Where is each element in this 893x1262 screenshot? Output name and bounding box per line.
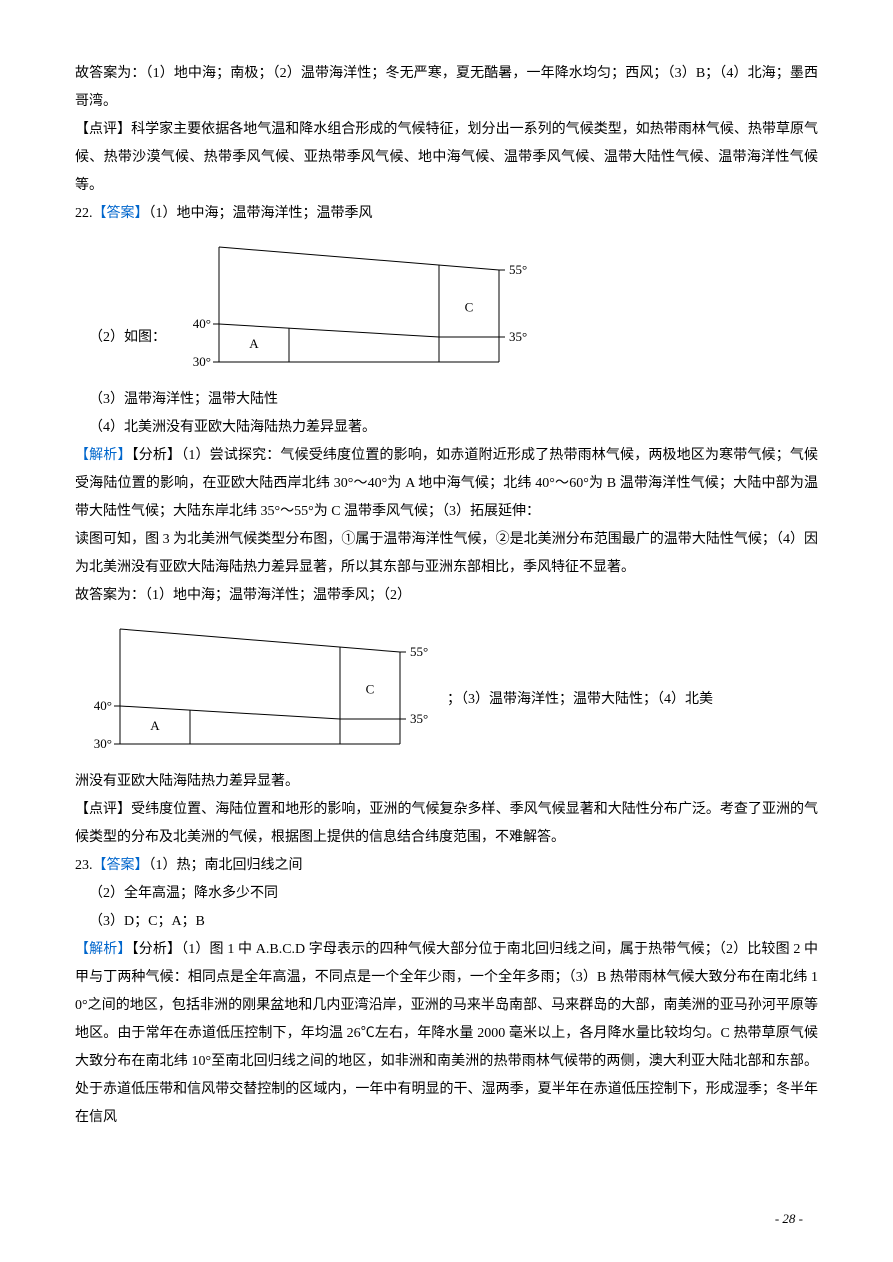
q23-x1: （1）图 1 中 A.B.C.D 字母表示的四种气候大部分位于南北回归线之间，属… — [75, 942, 818, 1125]
svg-text:A: A — [249, 336, 259, 351]
svg-text:A: A — [150, 718, 160, 733]
climate-diagram-1: 40° 30° 55° 35° A C — [174, 232, 534, 382]
q22-x5: 洲没有亚欧大陆海陆热力差异显著。 — [75, 768, 818, 796]
q22-x3: 故答案为：（1）地中海；温带海洋性；温带季风；（2） — [75, 582, 818, 610]
answer-summary-21: 故答案为：（1）地中海；南极；（2）温带海洋性；冬无严寒，夏无酷暑，一年降水均匀… — [75, 60, 818, 116]
review-21: 【点评】科学家主要依据各地气温和降水组合形成的气候特征，划分出一系列的气候类型，… — [75, 116, 818, 200]
answer-label-2: 【答案】 — [93, 858, 149, 873]
q22-number: 22. — [75, 206, 93, 221]
q22-a4: （4）北美洲没有亚欧大陆海陆热力差异显著。 — [75, 414, 818, 442]
q22-answer-line: 22.【答案】（1）地中海；温带海洋性；温带季风 — [75, 200, 818, 228]
q23-a3: （3）D；C；A；B — [75, 908, 818, 936]
q23-a2: （2）全年高温；降水多少不同 — [75, 880, 818, 908]
svg-text:C: C — [366, 682, 375, 697]
q23-a1: （1）热；南北回归线之间 — [149, 858, 303, 873]
svg-text:35°: 35° — [509, 329, 527, 344]
fx-label: 【分析】 — [132, 448, 182, 463]
analysis-label-2: 【解析】 — [75, 942, 132, 957]
svg-text:30°: 30° — [94, 736, 112, 751]
q22-x2: 读图可知，图 3 为北美洲气候类型分布图，①属于温带海洋性气候，②是北美洲分布范… — [75, 526, 818, 582]
svg-text:30°: 30° — [193, 354, 211, 369]
q22-review: 【点评】受纬度位置、海陆位置和地形的影响，亚洲的气候复杂多样、季风气候显著和大陆… — [75, 796, 818, 852]
analysis-label: 【解析】 — [75, 448, 132, 463]
q22-x1: （1）尝试探究：气候受纬度位置的影响，如赤道附近形成了热带雨林气候，两极地区为寒… — [75, 448, 818, 519]
fx-label-2: 【分析】 — [132, 942, 182, 957]
q23-analysis: 【解析】【分析】（1）图 1 中 A.B.C.D 字母表示的四种气候大部分位于南… — [75, 936, 818, 1132]
q22-a3: （3）温带海洋性；温带大陆性 — [75, 386, 818, 414]
answer-label: 【答案】 — [93, 206, 149, 221]
svg-text:35°: 35° — [410, 711, 428, 726]
svg-text:40°: 40° — [193, 316, 211, 331]
q22-a2-row: （2）如图： 40° 30° 55° 35° A C — [75, 232, 818, 382]
q22-analysis: 【解析】【分析】（1）尝试探究：气候受纬度位置的影响，如赤道附近形成了热带雨林气… — [75, 442, 818, 526]
svg-text:C: C — [465, 300, 474, 315]
svg-text:55°: 55° — [509, 262, 527, 277]
climate-diagram-2: 40° 30° 55° 35° A C — [75, 614, 435, 764]
q22-x4-trail: ；（3）温带海洋性；温带大陆性；（4）北美 — [447, 686, 713, 764]
svg-text:55°: 55° — [410, 644, 428, 659]
q22-a1: （1）地中海；温带海洋性；温带季风 — [149, 206, 373, 221]
q22-x-figure-row: 40° 30° 55° 35° A C ；（3）温带海洋性；温带大陆性；（4）北美 — [75, 614, 818, 764]
q22-a2-lead: （2）如图： — [75, 324, 166, 382]
q23-answer-line: 23.【答案】（1）热；南北回归线之间 — [75, 852, 818, 880]
page-number: - 28 - — [775, 1206, 803, 1232]
q23-number: 23. — [75, 858, 93, 873]
svg-text:40°: 40° — [94, 698, 112, 713]
